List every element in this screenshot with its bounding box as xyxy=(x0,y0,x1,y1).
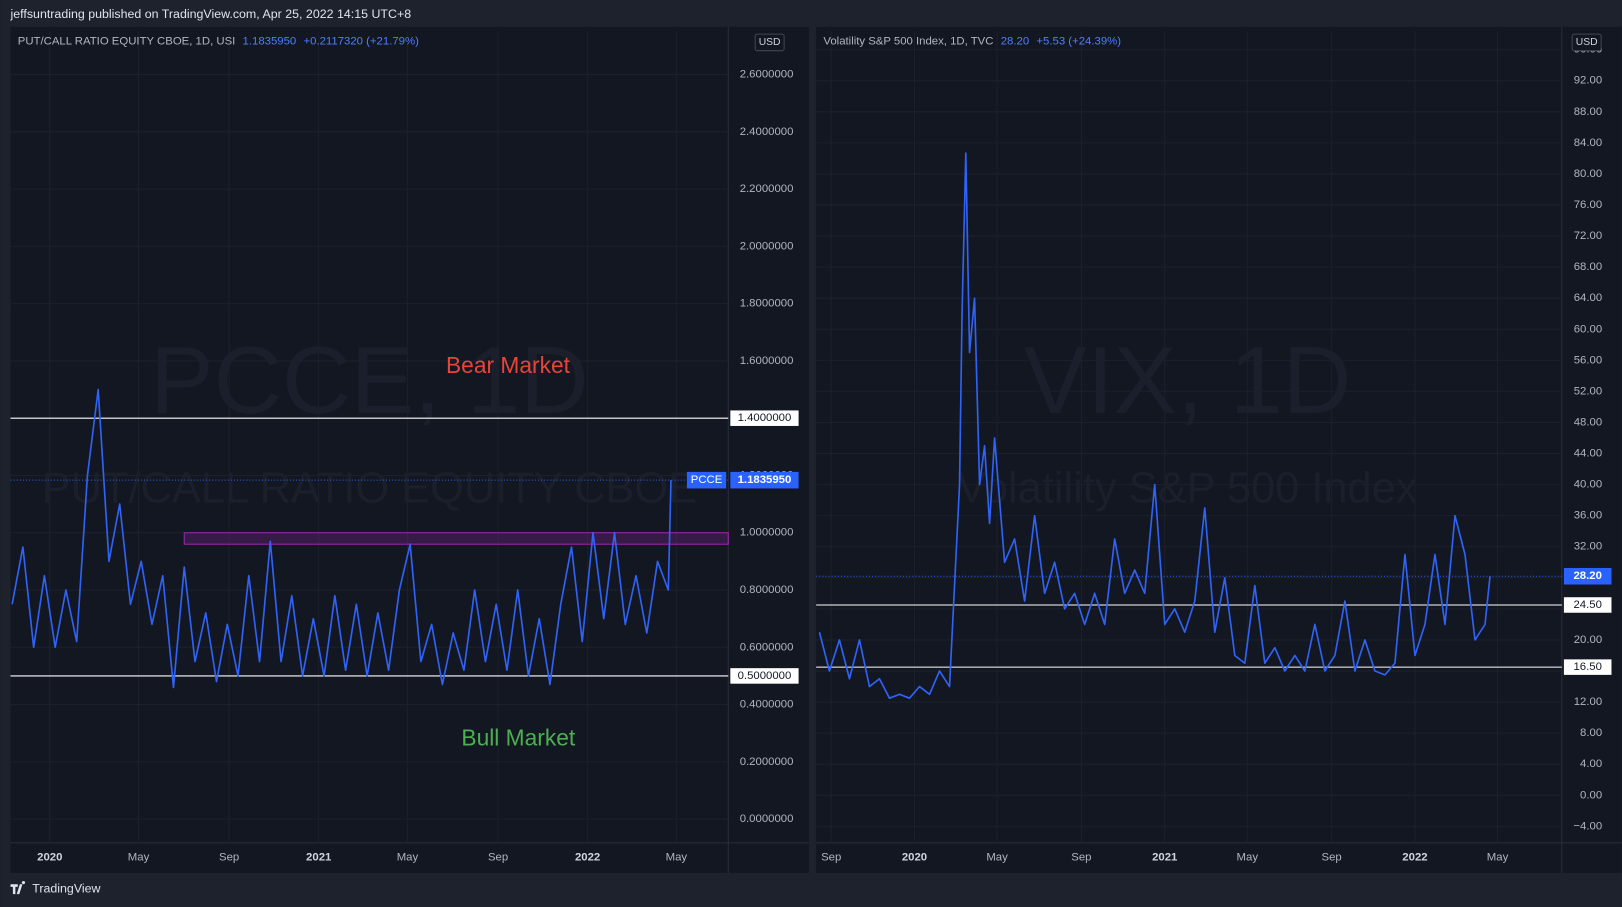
x-tick-label: Sep xyxy=(488,851,508,863)
y-tick-label: 2.2000000 xyxy=(740,183,794,195)
y-tick-label: 0.8000000 xyxy=(740,584,794,596)
x-tick-label: Sep xyxy=(219,851,239,863)
legend: PUT/CALL RATIO EQUITY CBOE, 1D, USI 1.183… xyxy=(18,35,419,47)
y-tick-label: 20.00 xyxy=(1574,634,1602,646)
legend-change: +0.2117320 (+21.79%) xyxy=(304,35,420,47)
y-tick-label: 52.00 xyxy=(1574,385,1602,397)
x-tick-label: May xyxy=(1487,851,1509,863)
currency: USD xyxy=(759,37,781,48)
currency: USD xyxy=(1576,37,1598,48)
legend-title: Volatility S&P 500 Index, 1D, TVC xyxy=(823,35,993,47)
y-tick-label: 92.00 xyxy=(1574,75,1602,87)
x-tick-label: May xyxy=(397,851,419,863)
y-tick-label: 0.6000000 xyxy=(740,641,794,653)
y-tick-label: 44.00 xyxy=(1574,448,1602,460)
series-line xyxy=(11,388,672,689)
price-tag-box xyxy=(730,471,799,489)
publisher: jeffsuntrading published on TradingView.… xyxy=(10,7,412,21)
x-tick-label: 2020 xyxy=(902,851,927,863)
annotation: Bear Market xyxy=(446,352,571,378)
y-tick-label: 0.00 xyxy=(1580,789,1602,801)
currency-box xyxy=(1571,33,1602,52)
watermark: VIX, 1D xyxy=(1024,328,1352,434)
zone xyxy=(183,532,729,545)
y-tick-label: 1.0000000 xyxy=(740,527,794,539)
y-tick-label: 1.8000000 xyxy=(740,298,794,310)
y-tick-label: 84.00 xyxy=(1574,137,1602,149)
currency-box xyxy=(754,33,785,52)
y-tick-label: 88.00 xyxy=(1574,106,1602,118)
chart-left: 2020 May Sep 2021 May Sep 2022 May 0.0000000 0.20… xyxy=(10,26,809,873)
y-tick-label: 1.6000000 xyxy=(740,355,794,367)
y-tick-label: 56.00 xyxy=(1574,354,1602,366)
legend-change: +5.53 (+24.39%) xyxy=(1036,35,1121,47)
symbol-tag-box xyxy=(686,471,727,489)
x-tick-label: Sep xyxy=(821,851,841,863)
y-tick-label: 0.0000000 xyxy=(740,813,794,825)
x-tick-label: 2022 xyxy=(575,851,600,863)
level-label: 16.50 xyxy=(1573,661,1601,673)
x-tick-label: 2021 xyxy=(306,851,331,863)
y-tick-label: 72.00 xyxy=(1574,230,1602,242)
tv-logo xyxy=(10,880,26,895)
left-panel xyxy=(10,26,809,873)
watermark: PCCE, 1D xyxy=(150,328,589,434)
price-tag-box xyxy=(1563,567,1612,585)
price-tag-label: 1.1835950 xyxy=(738,474,792,486)
y-tick-label: 64.00 xyxy=(1574,292,1602,304)
x-tick-label: 2021 xyxy=(1152,851,1177,863)
y-tick-label: 0.2000000 xyxy=(740,756,794,768)
level-label: 1.4000000 xyxy=(738,412,792,424)
y-tick-label: 12.00 xyxy=(1574,696,1602,708)
symbol-tag: PCCE xyxy=(691,474,723,486)
annotation: Bull Market xyxy=(461,724,575,750)
x-tick-label: May xyxy=(128,851,150,863)
x-tick-label: May xyxy=(986,851,1008,863)
legend: Volatility S&P 500 Index, 1D, TVC 28.20 +5… xyxy=(823,35,1121,47)
chart-right: Sep 2020 May Sep 2021 May Sep 2022 May −4.00 0.00 4… xyxy=(816,26,1622,873)
y-tick-label: −4.00 xyxy=(1573,820,1602,832)
x-tick-label: 2020 xyxy=(37,851,62,863)
y-tick-label: 2.0000000 xyxy=(740,240,794,252)
x-tick-label: May xyxy=(666,851,688,863)
level-label-box xyxy=(1563,597,1612,613)
level-label-box xyxy=(730,410,799,426)
watermark-subtitle: Volatility S&P 500 Index xyxy=(957,465,1418,513)
y-tick-label: 48.00 xyxy=(1574,416,1602,428)
level-label: 24.50 xyxy=(1573,599,1601,611)
y-tick-label: 60.00 xyxy=(1574,323,1602,335)
y-tick-label: 2.4000000 xyxy=(740,126,794,138)
brand: TradingView xyxy=(32,882,100,896)
x-tick-label: Sep xyxy=(1322,851,1342,863)
x-tick-label: Sep xyxy=(1071,851,1091,863)
legend-price: 28.20 xyxy=(1001,35,1029,47)
y-tick-label: 40.00 xyxy=(1574,479,1602,491)
y-tick-label: 80.00 xyxy=(1574,168,1602,180)
y-tick-label: 68.00 xyxy=(1574,261,1602,273)
x-tick-label: May xyxy=(1237,851,1259,863)
price-tag-label: 28.20 xyxy=(1573,570,1601,582)
watermark-subtitle: PUT/CALL RATIO EQUITY CBOE xyxy=(42,465,697,513)
y-tick-label: 4.00 xyxy=(1580,758,1602,770)
y-tick-label: 0.4000000 xyxy=(740,699,794,711)
x-tick-label: 2022 xyxy=(1402,851,1427,863)
y-tick-label: 8.00 xyxy=(1580,727,1602,739)
level-label: 0.5000000 xyxy=(738,670,792,682)
legend-price: 1.1835950 xyxy=(243,35,297,47)
level-label-box xyxy=(730,668,799,684)
y-tick-label: 2.6000000 xyxy=(740,69,794,81)
y-tick-label: 36.00 xyxy=(1574,510,1602,522)
series-line xyxy=(818,152,1491,700)
y-tick-label: 32.00 xyxy=(1574,541,1602,553)
legend-title: PUT/CALL RATIO EQUITY CBOE, 1D, USI xyxy=(18,35,236,47)
level-label-box xyxy=(1563,659,1612,675)
y-tick-label: 76.00 xyxy=(1574,199,1602,211)
right-panel xyxy=(816,26,1622,873)
